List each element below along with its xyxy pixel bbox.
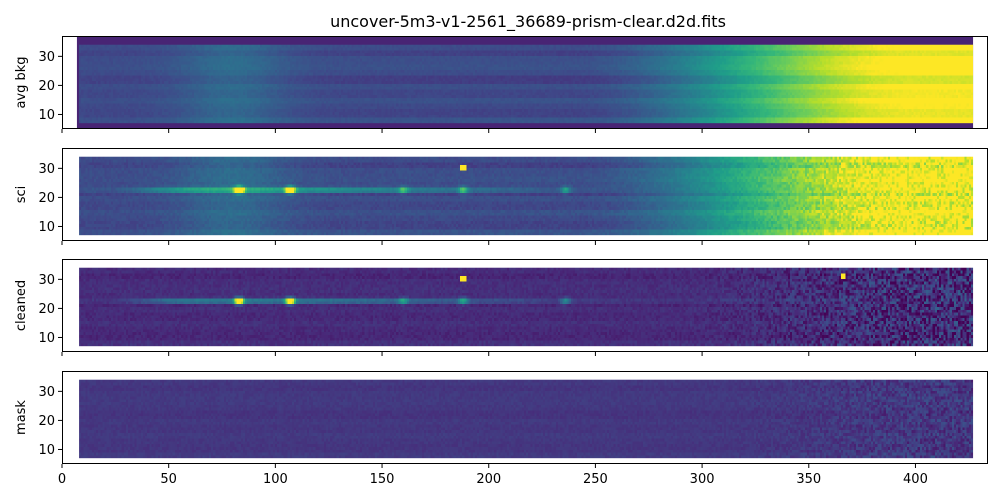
y-tick-label: 20	[38, 79, 55, 94]
x-tick-label: 100	[263, 472, 288, 487]
x-tick-label: 300	[690, 472, 715, 487]
panel-cleaned: 10 20 30 cleaned	[14, 259, 988, 356]
y-tick-label: 30	[38, 273, 55, 288]
y-tick-label: 10	[38, 443, 55, 458]
panel-ylabel: sci	[14, 186, 29, 204]
panel-ylabel: mask	[14, 400, 29, 435]
x-tick-label: 200	[476, 472, 501, 487]
x-tick-label: 350	[796, 472, 821, 487]
y-tick-label: 30	[38, 162, 55, 177]
panel-background: 10 20 30 avg bkg	[14, 36, 988, 133]
y-tick-label: 30	[38, 50, 55, 65]
heatmap-image	[79, 156, 974, 236]
axes-frame	[62, 36, 988, 129]
x-tick-label: 250	[583, 472, 608, 487]
y-tick-label: 10	[38, 108, 55, 123]
y-tick-label: 10	[38, 220, 55, 235]
panel-ylabel: avg bkg	[14, 56, 29, 108]
x-tick-label: 400	[903, 472, 928, 487]
panel-ylabel: cleaned	[14, 280, 29, 331]
y-tick-label: 20	[38, 191, 55, 206]
axes-frame	[62, 148, 988, 241]
chart-title: uncover-5m3-v1-2561_36689-prism-clear.d2…	[330, 12, 726, 32]
x-tick-label: 150	[370, 472, 395, 487]
axes-frame	[62, 371, 988, 464]
panel-science: 10 20 30 sci	[14, 148, 988, 245]
panels: 10 20 30 avg bkg 10 20 30 sci 10 20 30 cleaned 10 20 3…	[14, 36, 988, 487]
heatmap-image	[79, 379, 974, 459]
x-tick-label: 0	[58, 472, 66, 487]
heatmap-image	[79, 267, 974, 347]
axes-frame	[62, 259, 988, 352]
y-tick-label: 10	[38, 331, 55, 346]
x-tick-label: 50	[160, 472, 177, 487]
y-tick-label: 20	[38, 414, 55, 429]
heatmap-image	[79, 44, 974, 124]
y-tick-label: 20	[38, 302, 55, 317]
y-tick-label: 30	[38, 385, 55, 400]
